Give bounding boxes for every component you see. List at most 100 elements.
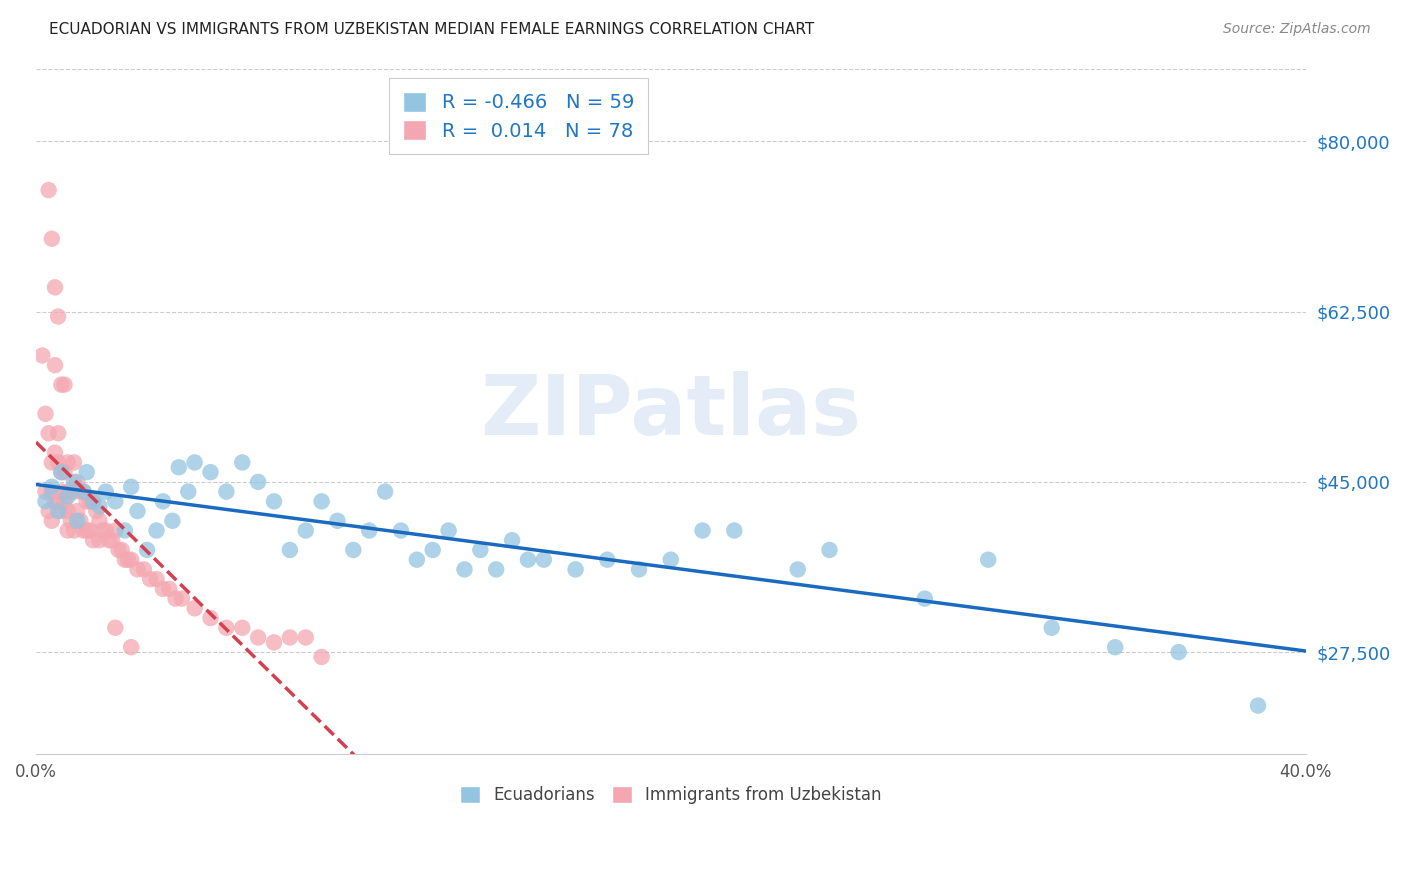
Point	[114, 552, 136, 566]
Point	[56, 484, 79, 499]
Text: Source: ZipAtlas.com: Source: ZipAtlas.com	[1223, 22, 1371, 37]
Point	[53, 465, 76, 479]
Point	[38, 183, 60, 197]
Point	[723, 524, 745, 538]
Point	[127, 562, 149, 576]
Point	[91, 524, 114, 538]
Point	[132, 562, 155, 576]
Point	[44, 358, 66, 372]
Point	[41, 514, 63, 528]
Point	[63, 475, 86, 489]
Point	[470, 543, 492, 558]
Point	[167, 460, 190, 475]
Point	[152, 582, 174, 596]
Point	[145, 524, 167, 538]
Point	[136, 543, 159, 558]
Point	[1247, 698, 1270, 713]
Point	[72, 524, 94, 538]
Point	[76, 465, 98, 479]
Point	[104, 524, 127, 538]
Point	[247, 475, 270, 489]
Point	[34, 407, 56, 421]
Point	[69, 514, 91, 528]
Point	[44, 494, 66, 508]
Point	[76, 524, 98, 538]
Point	[46, 504, 69, 518]
Point	[89, 533, 111, 548]
Point	[56, 524, 79, 538]
Point	[200, 465, 222, 479]
Legend: Ecuadorians, Immigrants from Uzbekistan: Ecuadorians, Immigrants from Uzbekistan	[450, 776, 891, 814]
Point	[44, 446, 66, 460]
Point	[63, 524, 86, 538]
Point	[177, 484, 200, 499]
Point	[114, 524, 136, 538]
Point	[41, 480, 63, 494]
Point	[56, 455, 79, 469]
Point	[453, 562, 475, 576]
Point	[564, 562, 586, 576]
Point	[89, 514, 111, 528]
Point	[170, 591, 193, 606]
Point	[389, 524, 412, 538]
Point	[342, 543, 364, 558]
Point	[231, 621, 253, 635]
Point	[215, 484, 238, 499]
Point	[59, 484, 82, 499]
Text: ZIPatlas: ZIPatlas	[481, 371, 862, 452]
Point	[165, 591, 187, 606]
Point	[82, 494, 104, 508]
Point	[44, 280, 66, 294]
Point	[51, 504, 73, 518]
Point	[818, 543, 841, 558]
Point	[311, 649, 333, 664]
Point	[120, 480, 142, 494]
Point	[41, 484, 63, 499]
Point	[69, 484, 91, 499]
Point	[76, 494, 98, 508]
Point	[516, 552, 538, 566]
Point	[38, 426, 60, 441]
Point	[53, 494, 76, 508]
Point	[111, 543, 134, 558]
Point	[977, 552, 1000, 566]
Point	[374, 484, 396, 499]
Point	[51, 465, 73, 479]
Point	[101, 533, 124, 548]
Point	[72, 484, 94, 499]
Point	[84, 504, 107, 518]
Point	[56, 490, 79, 504]
Point	[231, 455, 253, 469]
Point	[66, 475, 89, 489]
Point	[46, 494, 69, 508]
Point	[183, 601, 205, 615]
Point	[51, 377, 73, 392]
Point	[120, 640, 142, 655]
Point	[359, 524, 381, 538]
Point	[72, 484, 94, 499]
Text: ECUADORIAN VS IMMIGRANTS FROM UZBEKISTAN MEDIAN FEMALE EARNINGS CORRELATION CHAR: ECUADORIAN VS IMMIGRANTS FROM UZBEKISTAN…	[49, 22, 814, 37]
Point	[215, 621, 238, 635]
Point	[79, 524, 101, 538]
Point	[107, 543, 129, 558]
Point	[692, 524, 714, 538]
Point	[485, 562, 508, 576]
Point	[628, 562, 651, 576]
Point	[31, 348, 53, 362]
Point	[152, 494, 174, 508]
Point	[278, 543, 301, 558]
Point	[1104, 640, 1126, 655]
Point	[405, 552, 427, 566]
Point	[596, 552, 619, 566]
Point	[41, 455, 63, 469]
Point	[63, 484, 86, 499]
Point	[200, 611, 222, 625]
Point	[311, 494, 333, 508]
Point	[66, 504, 89, 518]
Point	[914, 591, 936, 606]
Point	[1040, 621, 1063, 635]
Point	[97, 533, 120, 548]
Point	[183, 455, 205, 469]
Point	[38, 504, 60, 518]
Point	[263, 494, 285, 508]
